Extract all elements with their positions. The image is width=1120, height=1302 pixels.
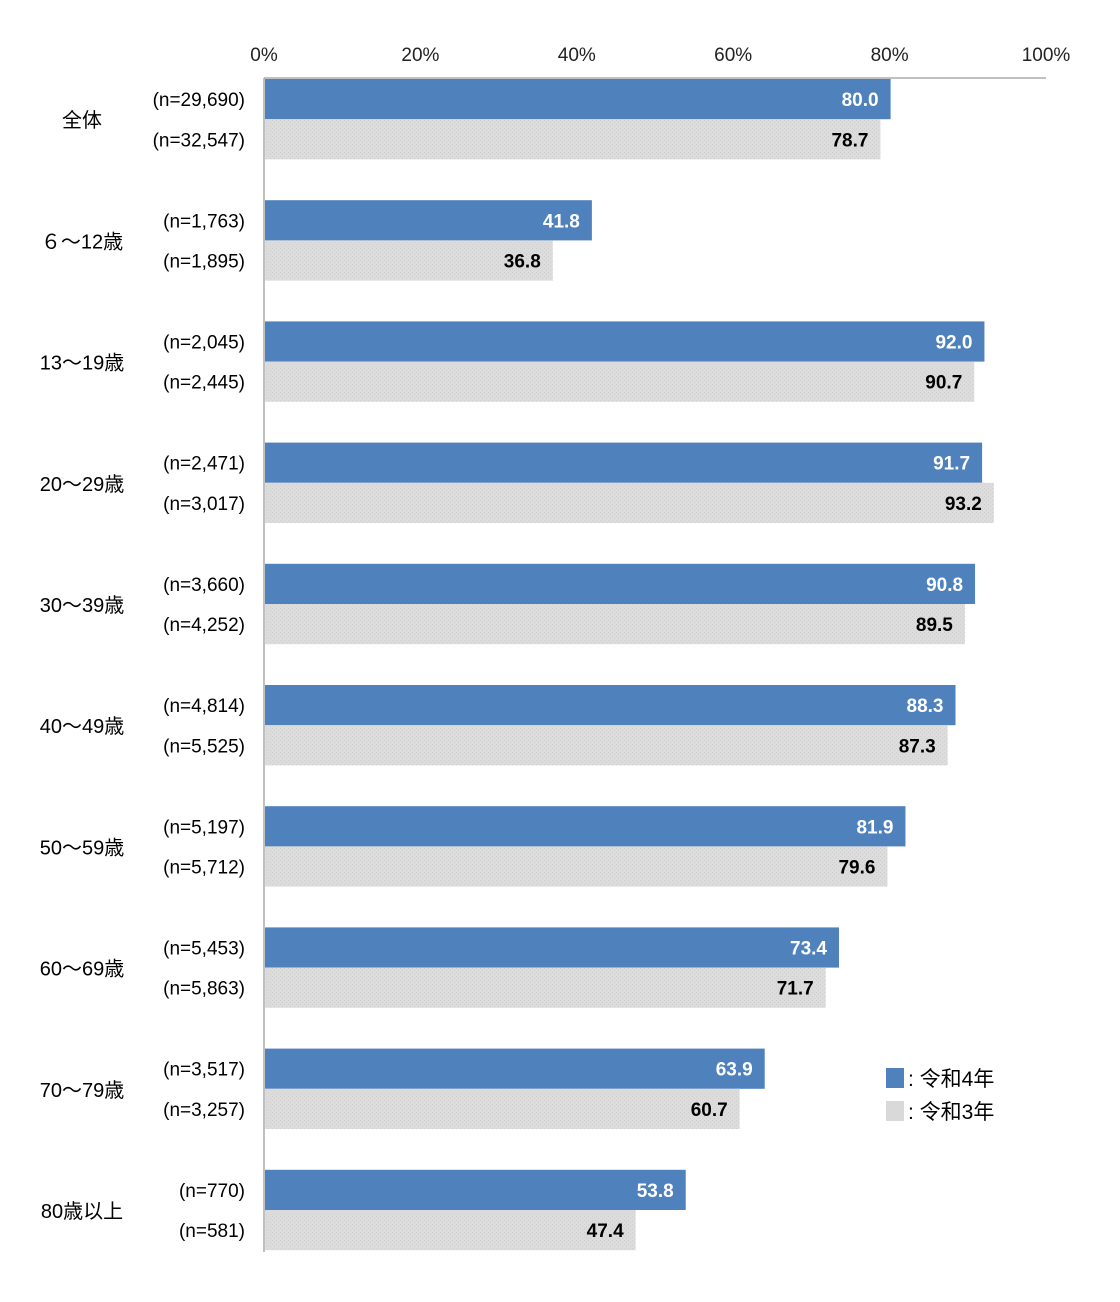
data-label: 80.0 (842, 90, 879, 111)
category-label: 全体 (62, 109, 102, 132)
sample-size-label: (n=5,712) (163, 858, 245, 879)
bar-series-2 (265, 604, 965, 645)
sample-size-label: (n=1,895) (163, 252, 245, 273)
sample-size-label: (n=5,863) (163, 979, 245, 1000)
category-label: 13～19歳 (40, 352, 125, 375)
x-tick-label: 0% (250, 45, 278, 66)
sample-size-label: (n=1,763) (163, 211, 245, 232)
data-label: 89.5 (916, 615, 953, 636)
bar-series-1 (265, 321, 985, 362)
data-label: 79.6 (838, 858, 875, 879)
bar-series-1 (265, 1048, 765, 1089)
sample-size-label: (n=2,045) (163, 333, 245, 354)
data-label: 90.8 (926, 575, 963, 596)
data-label: 60.7 (691, 1100, 728, 1121)
legend-label: : 令和4年 (908, 1068, 994, 1091)
category-label: 80歳以上 (41, 1200, 123, 1223)
data-label: 78.7 (831, 130, 868, 151)
sample-size-label: (n=3,017) (163, 494, 245, 515)
category-label: 20～29歳 (40, 473, 125, 496)
data-label: 71.7 (777, 979, 814, 1000)
bar-series-2 (265, 1088, 740, 1129)
bar-series-1 (265, 79, 891, 120)
bar-series-2 (265, 1210, 636, 1251)
bar-series-1 (265, 1169, 686, 1210)
bar-series-2 (265, 846, 888, 887)
sample-size-label: (n=2,445) (163, 373, 245, 394)
data-label: 91.7 (933, 454, 970, 475)
data-label: 90.7 (925, 373, 962, 394)
bars (265, 79, 994, 1251)
axes: 0% 20% 40% 60% 80% 100% (250, 45, 1070, 1252)
legend-label: : 令和3年 (908, 1101, 994, 1124)
data-label: 88.3 (907, 696, 944, 717)
bar-series-1 (265, 200, 592, 241)
sample-size-label: (n=29,690) (153, 90, 245, 111)
data-label: 36.8 (504, 252, 541, 273)
legend: : 令和4年 : 令和3年 (886, 1068, 994, 1124)
x-tick-label: 80% (871, 45, 909, 66)
sample-size-label: (n=3,257) (163, 1100, 245, 1121)
bar-series-2 (265, 482, 994, 523)
bar-series-2 (265, 967, 826, 1008)
data-label: 87.3 (899, 736, 936, 757)
data-label: 81.9 (856, 817, 893, 838)
labels: 全体 80.0 (n=29,690) 78.7 (n=32,547) ６～12歳 41.8 (… (40, 90, 982, 1242)
data-label: 73.4 (790, 939, 827, 960)
x-tick-label: 60% (714, 45, 752, 66)
sample-size-label: (n=32,547) (153, 130, 245, 151)
legend-swatch (886, 1101, 904, 1121)
sample-size-label: (n=3,660) (163, 575, 245, 596)
sample-size-label: (n=4,814) (163, 696, 245, 717)
bar-series-1 (265, 685, 956, 726)
category-label: 30～39歳 (40, 594, 125, 617)
bar-series-2 (265, 725, 948, 766)
category-label: 70～79歳 (40, 1079, 125, 1102)
data-label: 92.0 (935, 333, 972, 354)
data-label: 53.8 (637, 1181, 674, 1202)
category-label: 60～69歳 (40, 958, 125, 981)
sample-size-label: (n=5,453) (163, 939, 245, 960)
sample-size-label: (n=3,517) (163, 1060, 245, 1081)
data-label: 41.8 (543, 211, 580, 232)
bar-series-1 (265, 927, 839, 968)
x-tick-label: 20% (401, 45, 439, 66)
sample-size-label: (n=4,252) (163, 615, 245, 636)
bar-series-1 (265, 563, 976, 604)
bar-series-1 (265, 442, 983, 483)
sample-size-label: (n=581) (179, 1221, 245, 1242)
bar-series-2 (265, 119, 881, 160)
sample-size-label: (n=5,525) (163, 736, 245, 757)
sample-size-label: (n=770) (179, 1181, 245, 1202)
data-label: 47.4 (587, 1221, 624, 1242)
sample-size-label: (n=5,197) (163, 817, 245, 838)
data-label: 63.9 (716, 1060, 753, 1081)
category-label: ６～12歳 (41, 230, 123, 253)
bar-series-2 (265, 240, 553, 281)
x-tick-label: 40% (558, 45, 596, 66)
legend-swatch (886, 1068, 904, 1088)
bar-series-1 (265, 806, 906, 847)
bar-series-2 (265, 361, 975, 402)
sample-size-label: (n=2,471) (163, 454, 245, 475)
x-tick-label: 100% (1022, 45, 1071, 66)
category-label: 40～49歳 (40, 715, 125, 738)
category-label: 50～59歳 (40, 836, 125, 859)
data-label: 93.2 (945, 494, 982, 515)
